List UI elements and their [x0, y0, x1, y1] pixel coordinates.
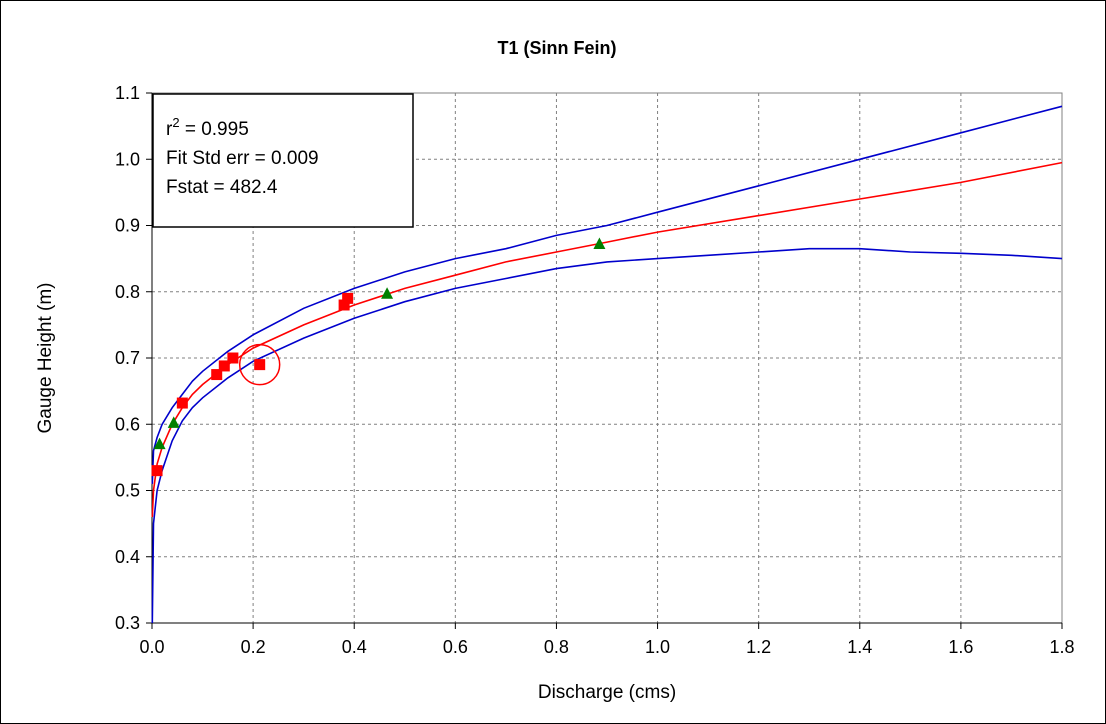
y-tick-label: 0.6	[115, 414, 140, 434]
stat-fit-std-err: Fit Std err = 0.009	[166, 148, 319, 169]
x-tick-label: 0.2	[241, 637, 266, 657]
axes: 0.0 0.2 0.4 0.6 0.8 1.0 1.2 1.4 1.6 1.8 0.3 0.4 0.5 0…	[115, 83, 1075, 657]
x-tick-label: 1.4	[847, 637, 872, 657]
x-tick-label: 0.8	[544, 637, 569, 657]
y-axis-title: Gauge Height (m)	[35, 282, 56, 433]
x-axis-title: Discharge (cms)	[538, 682, 676, 703]
stat-r-squared-value: = 0.995	[180, 119, 249, 140]
stat-r-squared-sup: 2	[172, 115, 179, 130]
x-tick-label: 0.0	[139, 637, 164, 657]
stat-r-squared-prefix: r	[166, 119, 173, 140]
data-point-square	[218, 360, 230, 372]
y-tick-label: 0.5	[115, 481, 140, 501]
chart-title: T1 (Sinn Fein)	[498, 38, 617, 58]
data-series	[151, 105, 1063, 624]
data-point-square	[211, 369, 223, 381]
x-tick-label: 1.0	[645, 637, 670, 657]
highlight-circle	[238, 343, 281, 386]
stats-box-frame	[152, 93, 414, 228]
data-point-triangle	[153, 437, 166, 450]
y-tick-label: 0.4	[115, 547, 140, 567]
data-point-triangle	[381, 287, 394, 299]
data-point-square	[151, 465, 163, 477]
data-point-square	[176, 397, 188, 409]
data-point-triangle	[167, 416, 180, 428]
data-point-square	[227, 352, 239, 364]
series-line-0	[151, 161, 1063, 518]
series-line-2	[151, 247, 1063, 624]
data-point-square	[338, 299, 350, 311]
stat-fstat: Fstat = 482.4	[166, 177, 278, 198]
y-tick-label: 1.1	[115, 83, 140, 103]
x-tick-label: 1.8	[1049, 637, 1074, 657]
x-tick-label: 0.4	[342, 637, 367, 657]
y-tick-label: 1.0	[115, 149, 140, 169]
stat-r-squared: r2 = 0.995	[166, 115, 249, 140]
x-tick-label: 0.6	[443, 637, 468, 657]
data-markers	[151, 237, 606, 477]
data-point-square	[254, 359, 266, 371]
y-tick-label: 0.3	[115, 613, 140, 633]
y-tick-label: 0.8	[115, 282, 140, 302]
x-tick-label: 1.2	[746, 637, 771, 657]
data-point-triangle	[593, 237, 606, 250]
series-line-1	[151, 105, 1063, 484]
stats-box: r2 = 0.995 Fit Std err = 0.009 Fstat = 4…	[152, 93, 414, 228]
y-tick-label: 0.9	[115, 216, 140, 236]
annotations	[238, 343, 281, 386]
x-tick-label: 1.6	[948, 637, 973, 657]
y-tick-label: 0.7	[115, 348, 140, 368]
data-point-square	[342, 292, 354, 304]
